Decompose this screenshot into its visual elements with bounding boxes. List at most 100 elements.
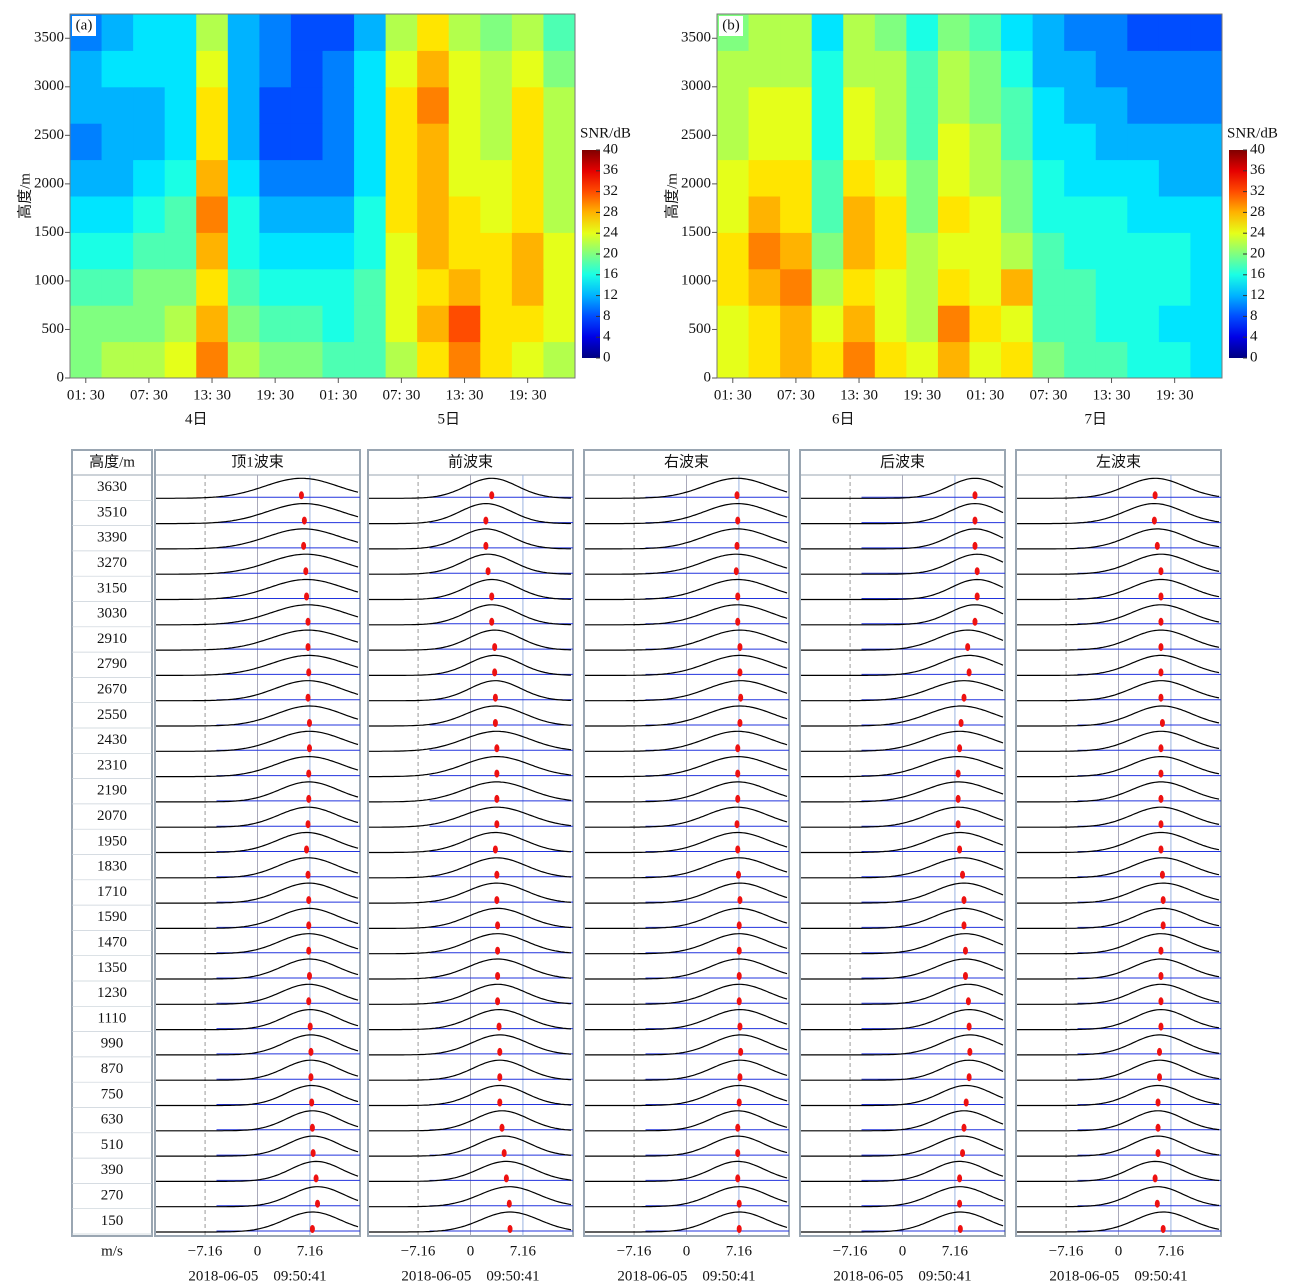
- height-label: 1830: [97, 859, 127, 875]
- heat-cell: [717, 86, 750, 124]
- height-label: 150: [101, 1213, 124, 1229]
- peak-marker: [738, 693, 744, 702]
- heat-cell: [259, 305, 292, 343]
- spectrum-curve: [801, 1059, 1004, 1081]
- spectrum-curve: [585, 680, 788, 702]
- peak-marker: [1158, 592, 1164, 601]
- heat-cell: [1064, 341, 1097, 379]
- spectrum-curve: [369, 578, 571, 601]
- colorbar-tick-label: 32: [603, 183, 618, 199]
- spectrum-curve: [369, 1186, 572, 1208]
- heat-cell: [511, 123, 544, 161]
- peak-marker: [957, 744, 963, 753]
- heat-cell: [511, 196, 544, 233]
- velocity-tick-label: 7.16: [297, 1243, 324, 1259]
- panel-label-bg: [719, 16, 743, 36]
- heat-cell: [290, 14, 323, 51]
- heat-cell: [1032, 86, 1065, 124]
- peak-marker: [957, 1225, 963, 1233]
- heat-cell: [937, 341, 970, 379]
- heat-cell: [1095, 341, 1128, 379]
- peak-marker: [955, 820, 961, 829]
- heat-cell: [322, 50, 355, 88]
- peak-marker: [497, 1098, 503, 1107]
- peak-marker: [734, 820, 740, 829]
- heat-cell: [1032, 123, 1065, 161]
- peak-marker: [495, 946, 501, 955]
- peak-marker: [957, 845, 963, 854]
- heat-cell: [843, 50, 876, 88]
- heat-cell: [1095, 196, 1128, 233]
- spectrum-curve: [585, 1135, 788, 1157]
- peak-marker: [503, 1174, 509, 1183]
- heat-cell: [969, 123, 1002, 161]
- height-label: 3150: [97, 580, 127, 596]
- spectrum-curve: [801, 528, 1004, 550]
- peak-marker: [733, 567, 739, 576]
- heat-cell: [780, 268, 813, 306]
- spectrum-curve: [801, 933, 1004, 955]
- y-tick-label: 0: [57, 369, 65, 385]
- peak-marker: [306, 668, 312, 677]
- peak-marker: [734, 491, 740, 500]
- peak-marker: [966, 1073, 972, 1082]
- heat-cell: [969, 305, 1002, 343]
- heat-cell: [480, 14, 513, 51]
- spectrum-curve: [801, 502, 1004, 525]
- peak-marker: [957, 1174, 963, 1183]
- spectrum-curve: [1017, 705, 1220, 727]
- heat-cell: [780, 341, 813, 379]
- heat-cell: [1158, 50, 1191, 88]
- heat-cell: [969, 232, 1002, 270]
- heat-cell: [1064, 14, 1097, 51]
- spectrum-curve: [585, 983, 788, 1005]
- heat-cell: [417, 123, 450, 161]
- x-tick-label: 19: 30: [1156, 387, 1194, 403]
- colorbar-tick-label: 8: [1250, 308, 1258, 324]
- peak-marker: [1151, 516, 1157, 525]
- heat-cell: [1001, 232, 1034, 270]
- heat-cell: [164, 159, 197, 197]
- peak-marker: [737, 1073, 743, 1082]
- height-label: 270: [101, 1187, 124, 1203]
- heat-cell: [874, 196, 907, 233]
- colorbar-tick-label: 8: [603, 308, 611, 324]
- heat-cell: [1127, 123, 1160, 161]
- spectrum-curve: [801, 983, 1004, 1005]
- spectrum-curve: [156, 680, 359, 702]
- heat-cell: [1158, 268, 1191, 306]
- height-label: 390: [101, 1162, 124, 1178]
- colorbar-tick-label: 36: [1250, 162, 1266, 178]
- heat-cell: [1001, 123, 1034, 161]
- spectrum-curve: [1017, 1008, 1220, 1031]
- plot-frame: [69, 13, 576, 379]
- heat-cell: [543, 232, 576, 270]
- velocity-tick-label: −7.16: [1049, 1243, 1084, 1259]
- velocity-tick-label: −7.16: [188, 1243, 223, 1259]
- heat-cell: [385, 232, 418, 270]
- heat-cell: [227, 159, 260, 197]
- heat-cell: [385, 86, 418, 124]
- spectrum-curve: [156, 958, 359, 980]
- spectrum-curve: [369, 958, 572, 980]
- heat-cell: [874, 232, 907, 270]
- heat-cell: [811, 341, 844, 379]
- heat-cell: [354, 232, 387, 270]
- peak-marker: [737, 668, 743, 677]
- heat-cell: [874, 341, 907, 379]
- spectrum-curve: [369, 730, 572, 752]
- heat-cell: [1001, 196, 1034, 233]
- spectrum-curve: [369, 1160, 572, 1182]
- heat-cell: [354, 268, 387, 306]
- spectrum-curve: [801, 756, 1004, 778]
- y-axis-label: 高度/m: [663, 173, 680, 219]
- spectrum-curve: [1017, 528, 1220, 550]
- heat-cell: [196, 86, 229, 124]
- spectrum-curve: [369, 1110, 572, 1132]
- peak-marker: [737, 896, 743, 905]
- peak-marker: [738, 1047, 744, 1056]
- peak-marker: [737, 719, 743, 727]
- heat-cell: [70, 305, 103, 343]
- heat-cell: [417, 196, 450, 233]
